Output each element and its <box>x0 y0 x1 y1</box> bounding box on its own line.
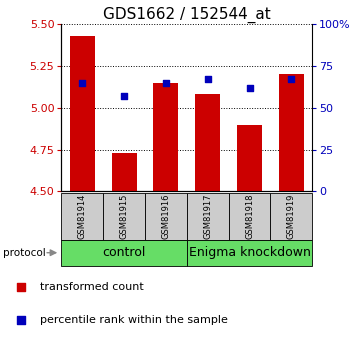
Bar <box>187 240 312 266</box>
Point <box>205 77 210 82</box>
Bar <box>229 193 270 240</box>
Bar <box>112 153 136 191</box>
Bar <box>279 74 304 191</box>
Text: GSM81915: GSM81915 <box>119 194 129 239</box>
Text: GSM81919: GSM81919 <box>287 194 296 239</box>
Point <box>18 284 24 290</box>
Bar <box>70 36 95 191</box>
Point <box>163 80 169 86</box>
Text: protocol: protocol <box>3 248 46 258</box>
Text: GSM81914: GSM81914 <box>78 194 87 239</box>
Bar <box>103 193 145 240</box>
Text: GSM81916: GSM81916 <box>161 194 170 239</box>
Text: transformed count: transformed count <box>40 282 144 292</box>
Point <box>288 77 294 82</box>
Text: Enigma knockdown: Enigma knockdown <box>188 246 310 259</box>
Bar <box>61 240 187 266</box>
Text: percentile rank within the sample: percentile rank within the sample <box>40 315 228 325</box>
Point <box>247 85 252 90</box>
Bar <box>187 193 229 240</box>
Text: control: control <box>103 246 146 259</box>
Point <box>18 317 24 323</box>
Bar <box>153 83 178 191</box>
Bar <box>237 125 262 191</box>
Point <box>121 93 127 99</box>
Point <box>79 80 85 86</box>
Title: GDS1662 / 152544_at: GDS1662 / 152544_at <box>103 7 271 23</box>
Text: GSM81917: GSM81917 <box>203 194 212 239</box>
Bar <box>145 193 187 240</box>
Bar <box>195 95 220 191</box>
Bar <box>61 193 103 240</box>
Text: GSM81918: GSM81918 <box>245 194 254 239</box>
Bar <box>270 193 312 240</box>
